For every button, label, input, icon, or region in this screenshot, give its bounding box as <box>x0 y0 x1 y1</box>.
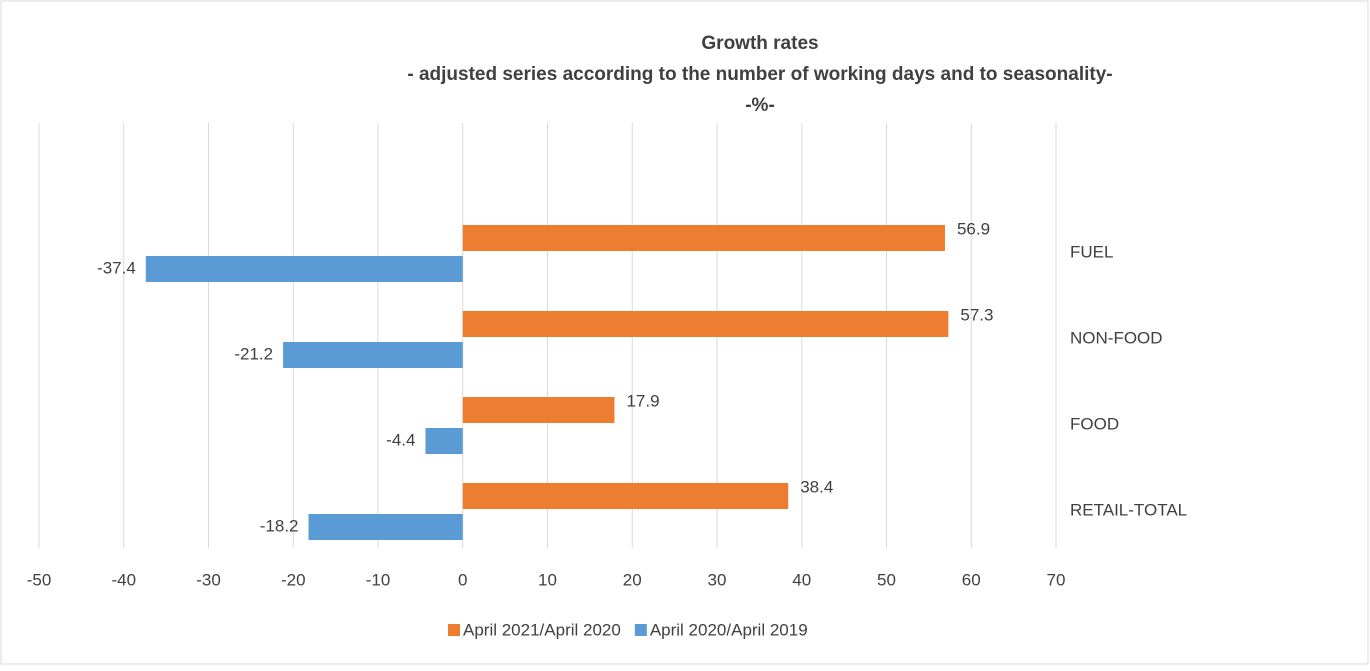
x-tick-label: -30 <box>196 570 221 589</box>
x-tick-label: -50 <box>27 570 52 589</box>
x-tick-label: -40 <box>111 570 136 589</box>
category-label: FOOD <box>1070 414 1119 433</box>
legend-label: April 2021/April 2020 <box>463 620 621 639</box>
x-tick-label: 20 <box>623 570 642 589</box>
value-label: 56.9 <box>957 219 990 238</box>
bar <box>425 428 463 454</box>
x-tick-label: -20 <box>281 570 306 589</box>
category-label: FUEL <box>1070 242 1113 261</box>
bar <box>308 514 463 540</box>
chart-subtitle: - adjusted series according to the numbe… <box>407 64 1112 85</box>
value-label: -21.2 <box>234 344 273 363</box>
x-tick-label: 30 <box>708 570 727 589</box>
x-tick-label: 10 <box>538 570 557 589</box>
x-tick-label: -10 <box>366 570 391 589</box>
legend-label: April 2020/April 2019 <box>650 620 808 639</box>
chart-title: Growth rates <box>701 33 818 54</box>
unit-label: -%- <box>745 95 775 116</box>
value-label: -18.2 <box>260 516 299 535</box>
bar <box>145 256 463 282</box>
x-tick-label: 0 <box>458 570 467 589</box>
legend-swatch <box>448 624 460 636</box>
x-tick-label: 60 <box>962 570 981 589</box>
category-label: RETAIL-TOTAL <box>1070 500 1187 519</box>
bar <box>462 483 789 509</box>
bar <box>462 225 945 251</box>
value-label: 17.9 <box>626 391 659 410</box>
value-label: -4.4 <box>386 430 415 449</box>
value-label: -37.4 <box>97 258 136 277</box>
x-tick-label: 40 <box>792 570 811 589</box>
x-tick-label: 50 <box>877 570 896 589</box>
bar <box>462 311 949 337</box>
category-label: NON-FOOD <box>1070 328 1163 347</box>
bar <box>462 397 615 423</box>
value-label: 38.4 <box>800 477 833 496</box>
bar <box>283 342 463 368</box>
legend-swatch <box>634 624 647 636</box>
value-label: 57.3 <box>960 305 993 324</box>
x-tick-label: 70 <box>1047 570 1066 589</box>
